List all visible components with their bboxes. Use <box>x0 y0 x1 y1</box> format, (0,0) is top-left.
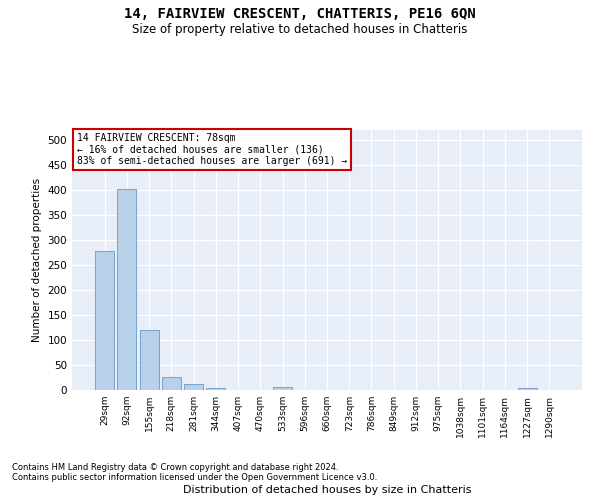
Bar <box>206 388 225 390</box>
Text: 14, FAIRVIEW CRESCENT, CHATTERIS, PE16 6QN: 14, FAIRVIEW CRESCENT, CHATTERIS, PE16 6… <box>124 8 476 22</box>
Bar <box>273 387 292 390</box>
Bar <box>162 377 181 390</box>
Text: Size of property relative to detached houses in Chatteris: Size of property relative to detached ho… <box>133 22 467 36</box>
Y-axis label: Number of detached properties: Number of detached properties <box>32 178 42 342</box>
Bar <box>518 388 536 390</box>
Text: Distribution of detached houses by size in Chatteris: Distribution of detached houses by size … <box>183 485 471 495</box>
Text: Contains HM Land Registry data © Crown copyright and database right 2024.: Contains HM Land Registry data © Crown c… <box>12 464 338 472</box>
Text: Contains public sector information licensed under the Open Government Licence v3: Contains public sector information licen… <box>12 474 377 482</box>
Text: 14 FAIRVIEW CRESCENT: 78sqm
← 16% of detached houses are smaller (136)
83% of se: 14 FAIRVIEW CRESCENT: 78sqm ← 16% of det… <box>77 132 347 166</box>
Bar <box>95 251 114 390</box>
Bar <box>184 384 203 390</box>
Bar <box>118 189 136 390</box>
Bar <box>140 330 158 390</box>
